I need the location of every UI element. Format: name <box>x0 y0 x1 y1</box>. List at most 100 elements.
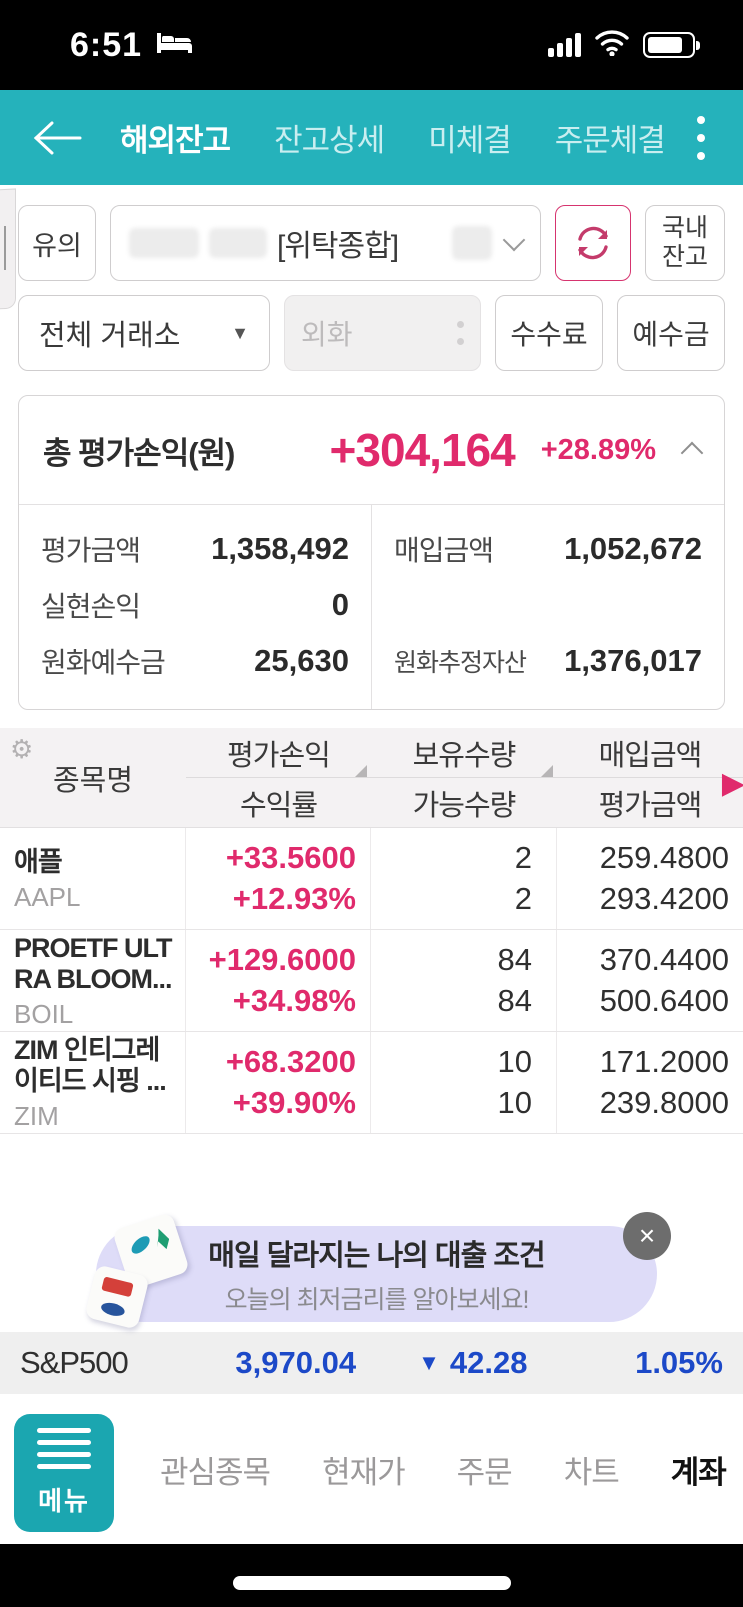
foreign-currency-placeholder: 외화 <box>301 319 353 350</box>
chevron-down-icon <box>502 228 526 252</box>
holdings-table: ⚙ 종목명 평가손익 수익률 보유수량 가능수량 매입금액 평가금액 ▶ 애플 <box>0 728 743 1134</box>
nav-item-quote[interactable]: 현재가 <box>322 1454 406 1490</box>
nav-item-order[interactable]: 주문 <box>456 1454 513 1490</box>
tab-unfilled-orders[interactable]: 미체결 <box>428 123 512 158</box>
row-qty-held: 2 <box>514 840 532 876</box>
status-bar: 6:51 <box>0 0 743 90</box>
buy-amount-label: 매입금액 <box>394 535 494 566</box>
account-type-label: [위탁종합] <box>277 230 399 263</box>
domestic-balance-line2: 잔고 <box>661 243 708 271</box>
index-change: 42.28 <box>449 1345 528 1380</box>
account-selector[interactable]: [위탁종합] <box>110 205 541 281</box>
row-rate: +39.90% <box>232 1084 356 1120</box>
tab-balance-detail[interactable]: 잔고상세 <box>274 123 385 158</box>
realized-pnl-label: 실현손익 <box>41 591 141 622</box>
summary-row: 매입금액 1,052,672 <box>394 521 702 577</box>
column-pnl-rate[interactable]: 평가손익 수익률 <box>186 728 371 827</box>
column-buy-amount-label: 매입금액 <box>598 739 703 772</box>
index-ticker[interactable]: S&P500 3,970.04 ▼ 42.28 1.05% <box>0 1332 743 1394</box>
stock-ticker: BOIL <box>14 999 74 1029</box>
sort-triangle-icon <box>541 765 553 777</box>
stepper-dots-icon <box>457 321 464 345</box>
foreign-currency-field[interactable]: 외화 <box>284 295 481 371</box>
row-buy-amount: 259.4800 <box>599 840 729 876</box>
row-qty-held: 84 <box>497 942 532 978</box>
nav-item-account[interactable]: 계좌 <box>670 1454 727 1490</box>
row-eval-amount: 293.4200 <box>599 880 729 916</box>
masked-account-number <box>129 228 199 258</box>
nav-item-watchlist[interactable]: 관심종목 <box>160 1454 271 1490</box>
column-quantity[interactable]: 보유수량 가능수량 <box>371 728 557 827</box>
battery-icon <box>643 32 700 58</box>
stock-name: PROETF ULT RA BLOOM... <box>14 933 173 994</box>
holdings-table-header: ⚙ 종목명 평가손익 수익률 보유수량 가능수량 매입금액 평가금액 ▶ <box>0 728 743 828</box>
wifi-icon <box>595 29 629 61</box>
tab-overseas-balance[interactable]: 해외잔고 <box>120 123 231 158</box>
index-change-percent: 1.05% <box>635 1345 723 1380</box>
side-drawer-handle[interactable] <box>0 188 16 310</box>
krw-deposit-value: 25,630 <box>254 643 349 678</box>
nav-item-chart[interactable]: 차트 <box>563 1454 620 1490</box>
cellular-signal-icon <box>548 33 581 57</box>
menu-button[interactable]: 메뉴 <box>14 1414 114 1532</box>
ad-banner[interactable]: 매일 달라지는 나의 대출 조건 오늘의 최저금리를 알아보세요! × <box>84 1211 671 1330</box>
row-eval-amount: 239.8000 <box>599 1084 729 1120</box>
column-avail-qty-label: 가능수량 <box>412 789 517 822</box>
masked-account-holder <box>452 226 492 260</box>
domestic-balance-button[interactable]: 국내 잔고 <box>645 205 725 281</box>
more-menu-icon[interactable] <box>689 110 713 166</box>
gear-icon[interactable]: ⚙ <box>10 734 34 764</box>
row-pnl: +129.6000 <box>208 942 356 978</box>
summary-row: 평가금액 1,358,492 <box>41 521 349 577</box>
krw-est-asset-label: 원화추정자산 <box>394 649 527 677</box>
stock-ticker: AAPL <box>14 881 81 912</box>
caution-button[interactable]: 유의 <box>18 205 96 281</box>
row-qty-avail: 10 <box>497 1084 532 1120</box>
total-pnl-label: 총 평가손익(원) <box>43 435 235 471</box>
collapse-chevron-icon[interactable] <box>680 441 704 465</box>
down-triangle-icon: ▼ <box>418 1350 440 1375</box>
summary-row: 실현손익 0 <box>41 577 349 633</box>
ad-banner-title: 매일 달라지는 나의 대출 조건 <box>208 1240 545 1272</box>
masked-account-number <box>209 228 267 258</box>
row-eval-amount: 500.6400 <box>599 982 729 1018</box>
summary-row <box>394 577 702 633</box>
back-button[interactable] <box>30 118 90 158</box>
row-buy-amount: 370.4400 <box>599 942 729 978</box>
total-pnl-value: +304,164 <box>329 424 516 476</box>
table-row[interactable]: 애플 AAPL +33.5600 +12.93% 2 2 259.4800 29… <box>0 828 743 930</box>
sort-triangle-icon <box>355 765 367 777</box>
domestic-balance-line1: 국내 <box>661 214 708 242</box>
refresh-button[interactable] <box>555 205 631 281</box>
row-qty-avail: 2 <box>514 880 532 916</box>
table-row[interactable]: ZIM 인티그레 이티드 시핑 ... ZIM +68.3200 +39.90%… <box>0 1032 743 1134</box>
summary-row: 원화추정자산 1,376,017 <box>394 633 702 689</box>
stock-ticker: ZIM <box>14 1101 59 1131</box>
summary-row: 원화예수금 25,630 <box>41 633 349 689</box>
column-eval-amount-label: 평가금액 <box>598 789 703 822</box>
row-pnl: +33.5600 <box>225 840 356 876</box>
ad-banner-subtitle: 오늘의 최저금리를 알아보세요! <box>224 1286 530 1314</box>
column-rate-label: 수익률 <box>239 789 318 822</box>
home-indicator[interactable] <box>232 1575 511 1590</box>
column-stock-name[interactable]: 종목명 <box>52 764 134 797</box>
column-amounts[interactable]: 매입금액 평가금액 <box>557 728 743 827</box>
fee-button[interactable]: 수수료 <box>495 295 603 371</box>
eval-amount-label: 평가금액 <box>41 535 141 566</box>
table-row[interactable]: PROETF ULT RA BLOOM... BOIL +129.6000 +3… <box>0 930 743 1032</box>
row-qty-avail: 84 <box>497 982 532 1018</box>
exchange-select[interactable]: 전체 거래소 ▼ <box>18 295 270 371</box>
row-rate: +34.98% <box>232 982 356 1018</box>
close-icon[interactable]: × <box>623 1212 671 1260</box>
eval-amount-value: 1,358,492 <box>211 531 349 566</box>
column-held-qty-label: 보유수량 <box>412 739 517 772</box>
pnl-summary-header[interactable]: 총 평가손익(원) +304,164 +28.89% <box>19 396 724 504</box>
deposit-button[interactable]: 예수금 <box>617 295 725 371</box>
tab-order-executions[interactable]: 주문체결 <box>554 123 666 158</box>
dropdown-arrow-icon: ▼ <box>231 322 249 343</box>
pnl-summary-card: 총 평가손익(원) +304,164 +28.89% 평가금액 1,358,49… <box>18 395 725 710</box>
scroll-right-icon[interactable]: ▶ <box>721 767 743 800</box>
bed-mode-icon <box>154 29 193 62</box>
exchange-select-value: 전체 거래소 <box>39 320 181 352</box>
